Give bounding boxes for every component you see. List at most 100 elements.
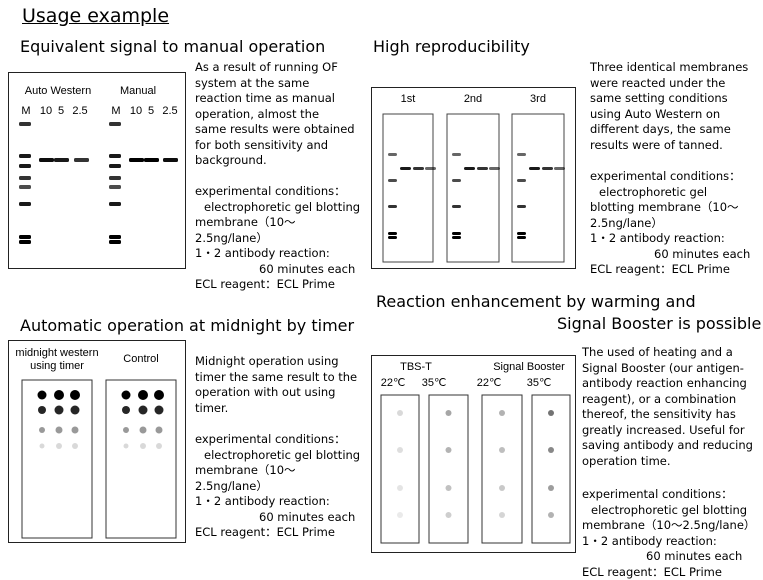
dot	[548, 512, 554, 518]
dot	[397, 447, 403, 453]
band	[54, 158, 69, 162]
condition-text: 60 minutes each	[259, 261, 356, 276]
condition-text: electrophoretic gel blotting	[591, 502, 748, 517]
band	[452, 205, 461, 208]
band	[129, 158, 144, 162]
band	[109, 164, 121, 168]
dot	[548, 485, 554, 491]
blot-label: Control	[123, 353, 158, 365]
section-title: High reproducibility	[373, 37, 530, 56]
band	[109, 185, 121, 189]
blot-frame	[371, 355, 576, 553]
band	[109, 176, 121, 180]
blot-label: 5	[58, 105, 64, 117]
blot-label: Manual	[120, 85, 156, 97]
body-text: timer.	[195, 400, 229, 415]
body-text: antibody reaction enhancing	[582, 376, 747, 390]
blot-frame	[8, 72, 186, 269]
dot	[122, 406, 130, 414]
band	[19, 240, 31, 244]
dot	[154, 405, 164, 415]
band	[554, 167, 565, 170]
condition-text: membrane（10～	[195, 463, 296, 477]
body-text: background.	[195, 153, 267, 167]
condition-text: ECL reagent：ECL Prime	[195, 277, 335, 291]
dot	[445, 447, 452, 453]
dot	[138, 390, 148, 400]
dot	[397, 410, 403, 416]
band	[109, 202, 121, 206]
dot	[123, 427, 129, 433]
dot	[499, 410, 505, 416]
body-text: thereof, the sensitivity has	[582, 407, 736, 421]
blot-label: M	[111, 105, 120, 117]
dot	[499, 447, 505, 453]
blot-frame	[8, 340, 186, 543]
dot	[140, 443, 146, 449]
dot	[54, 405, 64, 415]
dot	[56, 443, 62, 449]
page-title: Usage example	[22, 5, 170, 27]
band	[19, 235, 31, 239]
band	[109, 122, 121, 126]
band	[388, 153, 397, 156]
band	[388, 179, 397, 182]
band	[517, 232, 526, 235]
condition-text: 1・2 antibody reaction:	[195, 494, 330, 508]
band	[39, 158, 54, 162]
blot-label: using timer	[30, 360, 84, 372]
condition-text: electrophoretic gel blotting	[204, 447, 361, 462]
dot	[397, 512, 403, 518]
condition-text: experimental conditions：	[195, 184, 346, 198]
band	[74, 158, 89, 162]
dot	[39, 427, 45, 433]
section-title: Equivalent signal to manual operation	[20, 37, 326, 56]
condition-text: 60 minutes each	[654, 246, 751, 261]
body-text: were reacted under the	[590, 75, 726, 90]
blot-panel	[446, 113, 500, 263]
dot	[38, 406, 46, 414]
band	[452, 236, 461, 239]
band	[109, 240, 121, 244]
body-text: reaction time as manual	[195, 91, 336, 105]
section-title: Signal Booster is possible	[557, 314, 762, 333]
band	[19, 185, 31, 189]
dot	[139, 426, 147, 434]
blot-label: 22℃	[381, 377, 406, 389]
dot	[70, 390, 80, 400]
band	[400, 167, 411, 170]
blot-label: 35℃	[527, 377, 552, 389]
band	[517, 236, 526, 239]
dot	[155, 426, 163, 434]
body-text: timer the same result to the	[195, 369, 358, 384]
band	[109, 154, 121, 158]
condition-text: ECL reagent：ECL Prime	[582, 564, 722, 579]
condition-text: 60 minutes each	[259, 509, 356, 524]
band	[144, 158, 159, 162]
dot	[72, 443, 78, 449]
band	[464, 167, 475, 170]
band	[517, 153, 526, 156]
section-title: Reaction enhancement by warming and	[376, 292, 696, 311]
dot	[445, 512, 452, 518]
body-text: same setting conditions	[590, 91, 728, 105]
blot-label: 10	[130, 105, 142, 117]
band	[517, 205, 526, 208]
blot-panel	[21, 379, 93, 539]
dot	[445, 485, 452, 491]
condition-text: experimental conditions：	[195, 432, 346, 446]
body-text: saving antibody and reducing	[582, 438, 753, 452]
dot	[39, 443, 45, 449]
body-text: greatly increased. Useful for	[582, 422, 745, 437]
band	[489, 167, 500, 170]
blot-panel	[382, 113, 434, 263]
blot-panel	[428, 394, 469, 544]
condition-text: experimental conditions：	[582, 487, 733, 501]
dot	[55, 426, 63, 434]
condition-text: 2.5ng/lane）	[195, 478, 268, 493]
band	[529, 167, 540, 170]
blot-label: 10	[40, 105, 52, 117]
body-text: operation with out using	[195, 385, 336, 399]
body-text: different days, the same	[590, 122, 731, 136]
